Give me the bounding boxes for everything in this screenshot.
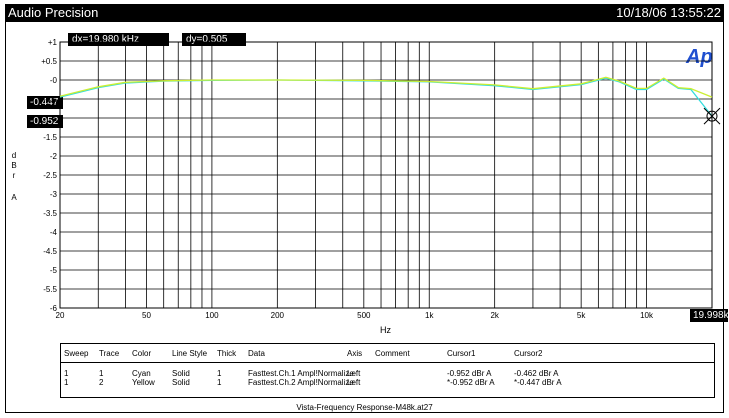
legend-cell: Cyan [132, 369, 151, 378]
legend-header-cell: Cursor2 [514, 349, 543, 358]
legend-cell: Fasttest.Ch.2 Ampl!Normalize [248, 378, 354, 387]
timestamp: 10/18/06 13:55:22 [616, 5, 721, 20]
tick-labels: +1 +0.5 -0 -0.5 -1 -1.5 -2 -2.5 -3 -3.5 -4 -4.5 -5 -5… [41, 38, 654, 320]
x-tick-label: 200 [271, 311, 285, 320]
ap-logo-icon: Ap [685, 46, 713, 68]
y-tick-label: -2 [50, 152, 58, 161]
y-unit-d: d [11, 151, 17, 160]
series-line-yellow [59, 76, 713, 98]
y-tick-label: +1 [48, 38, 58, 47]
legend-cell: Solid [172, 369, 190, 378]
legend-header-cell: Color [132, 349, 152, 358]
legend-header-cell: Axis [347, 349, 363, 358]
cursor-cross-b [703, 107, 721, 125]
legend-header-cell: Sweep [64, 349, 89, 358]
legend-header-cell: Thick [217, 349, 237, 358]
y-unit-r: r [12, 171, 16, 180]
x-tick-label: 50 [142, 311, 151, 320]
legend-cell: 1 [217, 369, 222, 378]
dy-readout: dy=0.505 dB [182, 33, 246, 58]
cursor-x-marker: 19.998k [690, 309, 729, 322]
x-tick-label: 10k [640, 311, 654, 320]
legend-cell: -0.952 dBr A [447, 369, 492, 378]
y-tick-label: -5.5 [43, 285, 57, 294]
dx-readout: dx=19.980 kHz [68, 33, 169, 46]
legend-header-cell: Data [248, 349, 265, 358]
legend-header-cell: Line Style [172, 349, 208, 358]
legend-cell: Fasttest.Ch.1 Ampl!Normalize [248, 369, 354, 378]
x-tick-label: 20 [56, 311, 65, 320]
legend-divider [61, 362, 714, 363]
legend-cell: Solid [172, 378, 190, 387]
legend-table: Sweep Trace Color Line Style Thick Data Axis Co… [60, 343, 715, 398]
ap-logo-text: Ap [685, 46, 713, 68]
legend-cell: 1 [64, 378, 69, 387]
y-tick-label: -6 [50, 304, 58, 313]
y-tick-label: -5 [50, 266, 58, 275]
legend-cell: -0.462 dBr A [514, 369, 559, 378]
legend-cell: 1 [64, 369, 69, 378]
x-tick-label: 2k [490, 311, 499, 320]
x-axis-unit: Hz [380, 325, 391, 335]
y-tick-label: +0.5 [41, 57, 57, 66]
legend-cell: 1 [217, 378, 222, 387]
series-lines [59, 76, 713, 117]
plot-frame [5, 4, 724, 413]
y-unit-b: B [11, 161, 17, 170]
y-tick-label: -0.5 [43, 95, 57, 104]
title-bar: Audio Precision 10/18/06 13:55:22 [5, 4, 724, 22]
app-title: Audio Precision [8, 5, 99, 20]
legend-cell: Left [347, 378, 361, 387]
legend-header-cell: Comment [375, 349, 410, 358]
x-tick-label: 100 [205, 311, 219, 320]
legend-cell: *-0.447 dBr A [514, 378, 562, 387]
y-tick-label: -1.5 [43, 133, 57, 142]
y-tick-label: -4 [50, 228, 58, 237]
y-tick-label: -3 [50, 190, 58, 199]
legend-cell: 2 [99, 378, 104, 387]
legend-cell: Left [347, 369, 361, 378]
cursor-circle [706, 110, 718, 122]
legend-cell: 1 [99, 369, 104, 378]
y-tick-label: -1 [50, 114, 58, 123]
footer-filename: Vista-Frequency Response-M48k.at27 [296, 403, 433, 412]
legend-cell: Yellow [132, 378, 155, 387]
cursor1-y-marker: -0.447 [27, 96, 63, 109]
series-line-cyan [59, 77, 713, 117]
y-tick-label: -4.5 [43, 247, 57, 256]
y-tick-label: -3.5 [43, 209, 57, 218]
cursor2-y-marker: -0.952 [27, 115, 63, 128]
legend-header-cell: Cursor1 [447, 349, 476, 358]
y-tick-label: -2.5 [43, 171, 57, 180]
y-tick-label: -0 [50, 76, 58, 85]
legend-cell: *-0.952 dBr A [447, 378, 495, 387]
legend-header-cell: Trace [99, 349, 120, 358]
y-unit-a: A [11, 193, 17, 202]
grid [59, 41, 713, 309]
cursor-marker-icon [703, 107, 721, 125]
x-tick-label: 1k [425, 311, 434, 320]
x-tick-label: 5k [577, 311, 586, 320]
x-tick-label: 500 [357, 311, 371, 320]
